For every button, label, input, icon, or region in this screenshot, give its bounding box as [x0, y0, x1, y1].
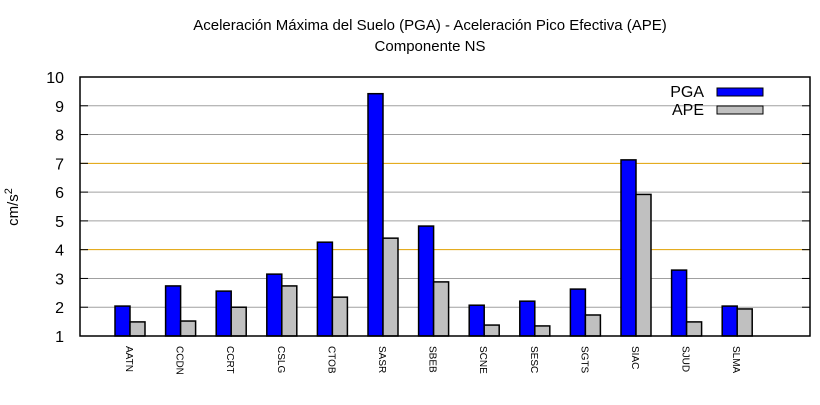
- bar-ape-ccrt: [230, 306, 247, 337]
- bar-pga-ccrt: [215, 290, 232, 337]
- y-tick-label: 7: [55, 156, 64, 173]
- y-tick-label: 1: [55, 329, 64, 346]
- bar-pga-ctob: [316, 241, 334, 337]
- bar-ape-slma: [736, 308, 753, 337]
- bar-ape-sesc: [534, 325, 551, 337]
- bar-ape-cslg: [281, 285, 298, 337]
- bar-ape-sbeb: [432, 281, 450, 337]
- bar-ape-ccdn: [179, 320, 197, 337]
- bar-pga-sesc: [519, 300, 536, 337]
- bar-pga-aatn: [114, 305, 131, 337]
- y-axis-label: cm/s2: [3, 188, 22, 226]
- x-tick-label: AATN: [123, 346, 134, 372]
- y-tick-label: 3: [55, 271, 64, 288]
- legend-swatch: [716, 87, 764, 97]
- bar-pga-sjud: [670, 269, 688, 337]
- chart-title: Aceleración Máxima del Suelo (PGA) - Ace…: [193, 17, 667, 34]
- chart-subtitle: Componente NS: [375, 38, 486, 55]
- x-tick-label: SJUD: [680, 346, 691, 372]
- x-tick-label: SCNE: [477, 346, 488, 374]
- y-tick-label: 9: [55, 99, 64, 116]
- bar-ape-sjud: [685, 321, 703, 337]
- bar-pga-sgts: [569, 288, 587, 337]
- x-tick-label: SIAC: [629, 346, 640, 369]
- x-tick-label: SLMA: [730, 346, 741, 374]
- bar-pga-scne: [468, 304, 485, 337]
- bar-ape-sgts: [584, 314, 602, 337]
- legend-swatch: [716, 105, 764, 115]
- y-tick-label: 5: [55, 214, 64, 231]
- bar-ape-siac: [635, 193, 652, 337]
- x-tick-label: CCRT: [224, 346, 235, 374]
- bar-pga-ccdn: [164, 285, 182, 337]
- x-tick-label: SBEB: [427, 346, 438, 373]
- x-tick-label: CSLG: [275, 346, 286, 373]
- x-tick-label: SASR: [376, 346, 387, 373]
- y-tick-label: 2: [55, 300, 64, 317]
- y-tick-label: 8: [55, 128, 64, 145]
- legend-label: PGA: [670, 84, 704, 101]
- x-tick-label: SESC: [528, 346, 539, 373]
- bar-pga-cslg: [266, 273, 283, 337]
- x-tick-label: SGTS: [578, 346, 589, 374]
- y-tick-label: 4: [55, 243, 64, 260]
- plot-border: [79, 76, 811, 337]
- bar-ape-sasr: [382, 237, 399, 337]
- legend-label: APE: [672, 102, 704, 119]
- bar-pga-siac: [620, 159, 637, 337]
- bar-pga-slma: [721, 305, 738, 337]
- y-tick-label: 10: [46, 70, 64, 87]
- x-tick-label: CTOB: [325, 346, 336, 374]
- bar-pga-sbeb: [417, 225, 435, 337]
- y-tick-label: 6: [55, 185, 64, 202]
- x-tick-label: CCDN: [174, 346, 185, 375]
- bar-ape-scne: [483, 324, 500, 337]
- bar-pga-sasr: [367, 92, 384, 337]
- bar-ape-aatn: [129, 321, 146, 337]
- bar-ape-ctob: [331, 296, 349, 337]
